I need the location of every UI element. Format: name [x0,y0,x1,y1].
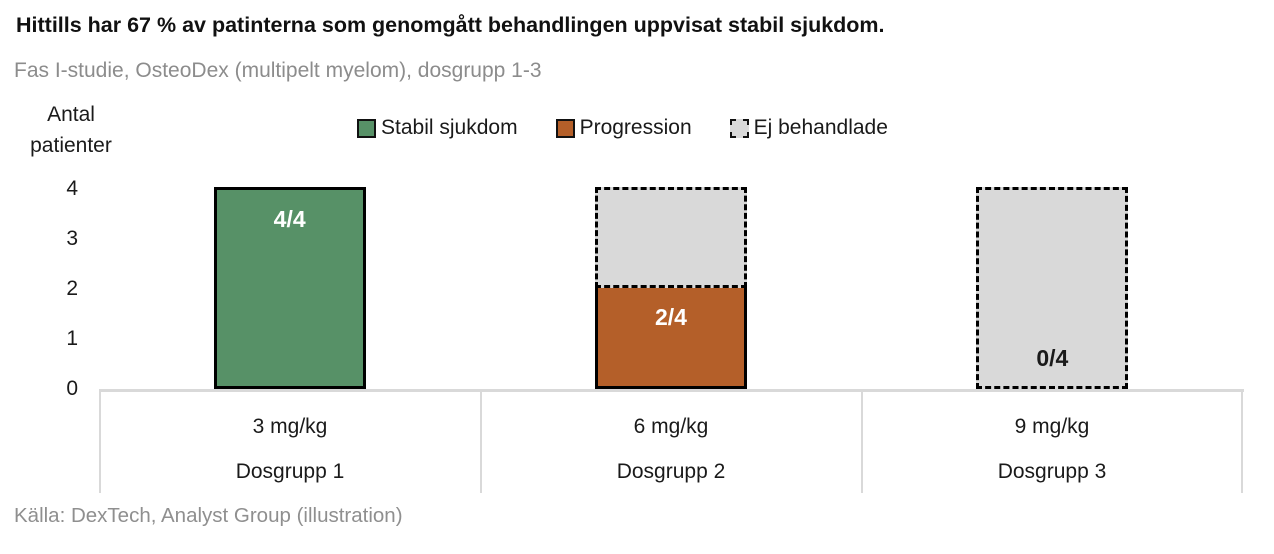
stabil-sjukdom-swatch-icon [357,118,376,138]
legend-item-stabil-sjukdom: Stabil sjukdom [357,116,518,140]
legend-label: Ej behandlade [753,116,888,139]
bar-2: 2/4 [594,187,747,389]
x-axis-line [99,389,1244,392]
bar-2-segment: 2/4 [594,288,747,389]
bar-value-label: 4/4 [273,206,306,232]
group-label: Dosgrupp 2 [616,460,726,483]
chart-subtitle: Fas I-studie, OsteoDex (multipelt myelom… [14,59,542,82]
y-tick-0: 0 [66,377,78,400]
category-cell-dosgrupp-2: 6 mg/kg Dosgrupp 2 [480,391,862,493]
bar-1: 4/4 [213,187,366,389]
group-label: Dosgrupp 1 [235,460,345,483]
dose-label: 6 mg/kg [633,415,709,438]
dose-label: 9 mg/kg [1014,415,1090,438]
dose-label: 3 mg/kg [252,415,328,438]
legend-item-progression: Progression [555,116,692,140]
y-tick-2: 2 [66,277,78,300]
y-axis-label: Antal patienter [30,103,112,157]
y-tick-1: 1 [66,327,78,350]
bar-3-segment: 0/4 [976,187,1129,389]
table-divider [1241,391,1243,493]
bar-value-label: 2/4 [654,304,687,330]
bar-3: 0/4 [976,187,1129,389]
bar-2-segment [594,187,747,288]
bar-value-label: 0/4 [1036,345,1069,371]
ej-behandlade-swatch-icon [729,118,749,138]
progression-swatch-icon [555,118,575,138]
legend-label: Progression [579,116,692,139]
y-tick-4: 4 [66,177,78,200]
table-divider [480,391,482,493]
legend-label: Stabil sjukdom [381,116,518,139]
table-divider [861,391,863,493]
y-tick-3: 3 [66,227,78,250]
category-table: 3 mg/kg Dosgrupp 1 6 mg/kg Dosgrupp 2 9 … [0,391,1274,493]
source-note: Källa: DexTech, Analyst Group (illustrat… [14,504,403,527]
group-label: Dosgrupp 3 [997,460,1107,483]
bar-1-segment: 4/4 [213,187,366,389]
legend-item-ej-behandlade: Ej behandlade [729,116,888,140]
category-cell-dosgrupp-3: 9 mg/kg Dosgrupp 3 [861,391,1243,493]
table-divider [99,391,101,493]
page-title: Hittills har 67 % av patinterna som geno… [16,13,885,37]
chart-legend: Stabil sjukdom Progression Ej behandlade [357,112,888,144]
category-cell-dosgrupp-1: 3 mg/kg Dosgrupp 1 [99,391,481,493]
